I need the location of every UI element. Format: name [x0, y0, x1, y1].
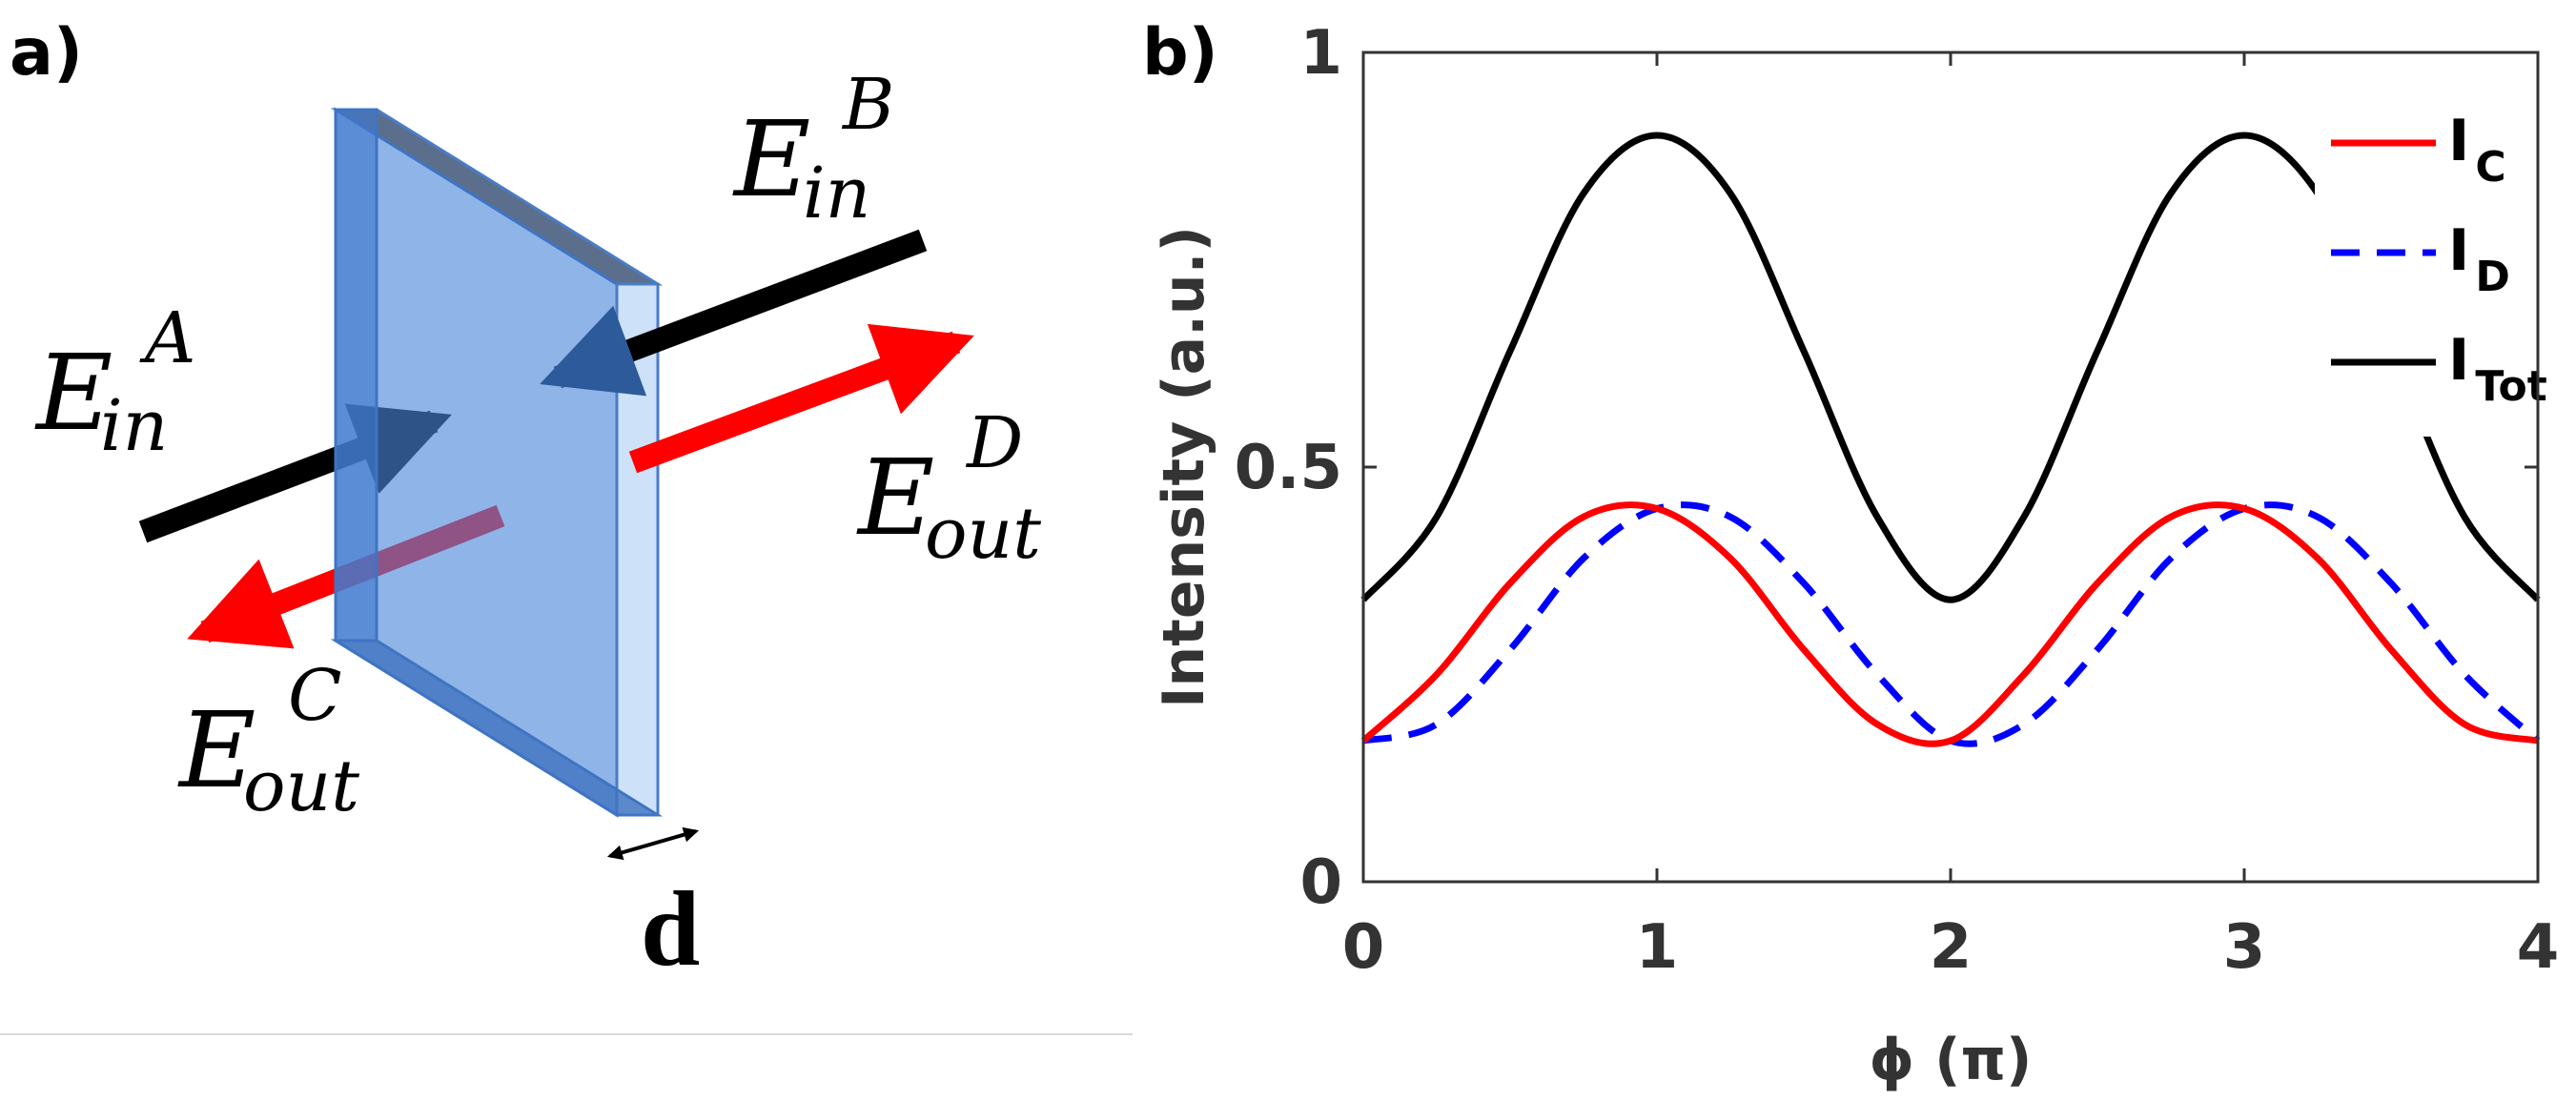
glass-slab [330, 107, 664, 818]
label-e-out-d-sub: out [925, 493, 1041, 575]
legend-label-tot: I Tot [2448, 327, 2547, 411]
y-tick-label: 0.5 [1235, 433, 1342, 503]
label-e-in-a: E A in [34, 297, 195, 467]
legend: I C I D I Tot [2331, 108, 2547, 411]
slab-bottom-face [330, 639, 664, 817]
x-axis-title: ϕ (π) [1870, 1027, 2033, 1093]
x-tick-label: 1 [1636, 912, 1679, 983]
label-e-out-d: E D out [856, 402, 1041, 575]
thickness-label: d [641, 870, 700, 989]
x-tick-label: 3 [2223, 912, 2266, 983]
panel-b: b) I CI DI Tot 0 1 2 3 400.51 Intensity (a.u.) … [1142, 15, 2559, 1093]
label-e-out-d-base: E [856, 437, 934, 559]
series-line-i-c [1360, 501, 2539, 747]
label-e-in-b-sub: in [803, 153, 870, 234]
label-e-in-a-sub: in [100, 385, 168, 467]
y-tick-label: 1 [1299, 18, 1342, 89]
panel-a-label: a) [10, 15, 83, 91]
axis-ticks: 0 1 2 3 4 0 0.5 1 [1235, 18, 2560, 983]
panel-b-label: b) [1142, 15, 1218, 91]
x-tick-label: 0 [1342, 912, 1385, 983]
beam-out-d-arrow [628, 323, 974, 474]
label-e-in-b-base: E [732, 98, 810, 220]
label-e-out-c-base: E [177, 689, 256, 811]
y-axis-title: Intensity (a.u.) [1151, 226, 1217, 708]
label-e-out-d-sup: D [965, 402, 1023, 484]
legend-box [2315, 103, 2538, 437]
beam-in-b-arrowhead [540, 305, 647, 397]
label-e-in-a-base: E [34, 332, 112, 454]
label-e-in-b: E B in [732, 64, 894, 234]
label-e-in-b-sup: B [841, 64, 894, 146]
x-tick-label: 4 [2517, 912, 2560, 983]
thickness-arrow [606, 826, 700, 861]
label-e-in-a-sup: A [139, 297, 195, 379]
series-line-i-d [1362, 501, 2541, 747]
x-tick-label: 2 [1930, 912, 1973, 983]
label-e-out-c: E C out [177, 655, 359, 827]
panel-a: a) E A in E B in E C [0, 15, 1133, 1035]
slab-left-edge [334, 108, 378, 642]
y-tick-label: 0 [1299, 847, 1342, 918]
label-e-out-c-sup: C [288, 655, 342, 737]
label-e-out-c-sub: out [243, 745, 359, 827]
